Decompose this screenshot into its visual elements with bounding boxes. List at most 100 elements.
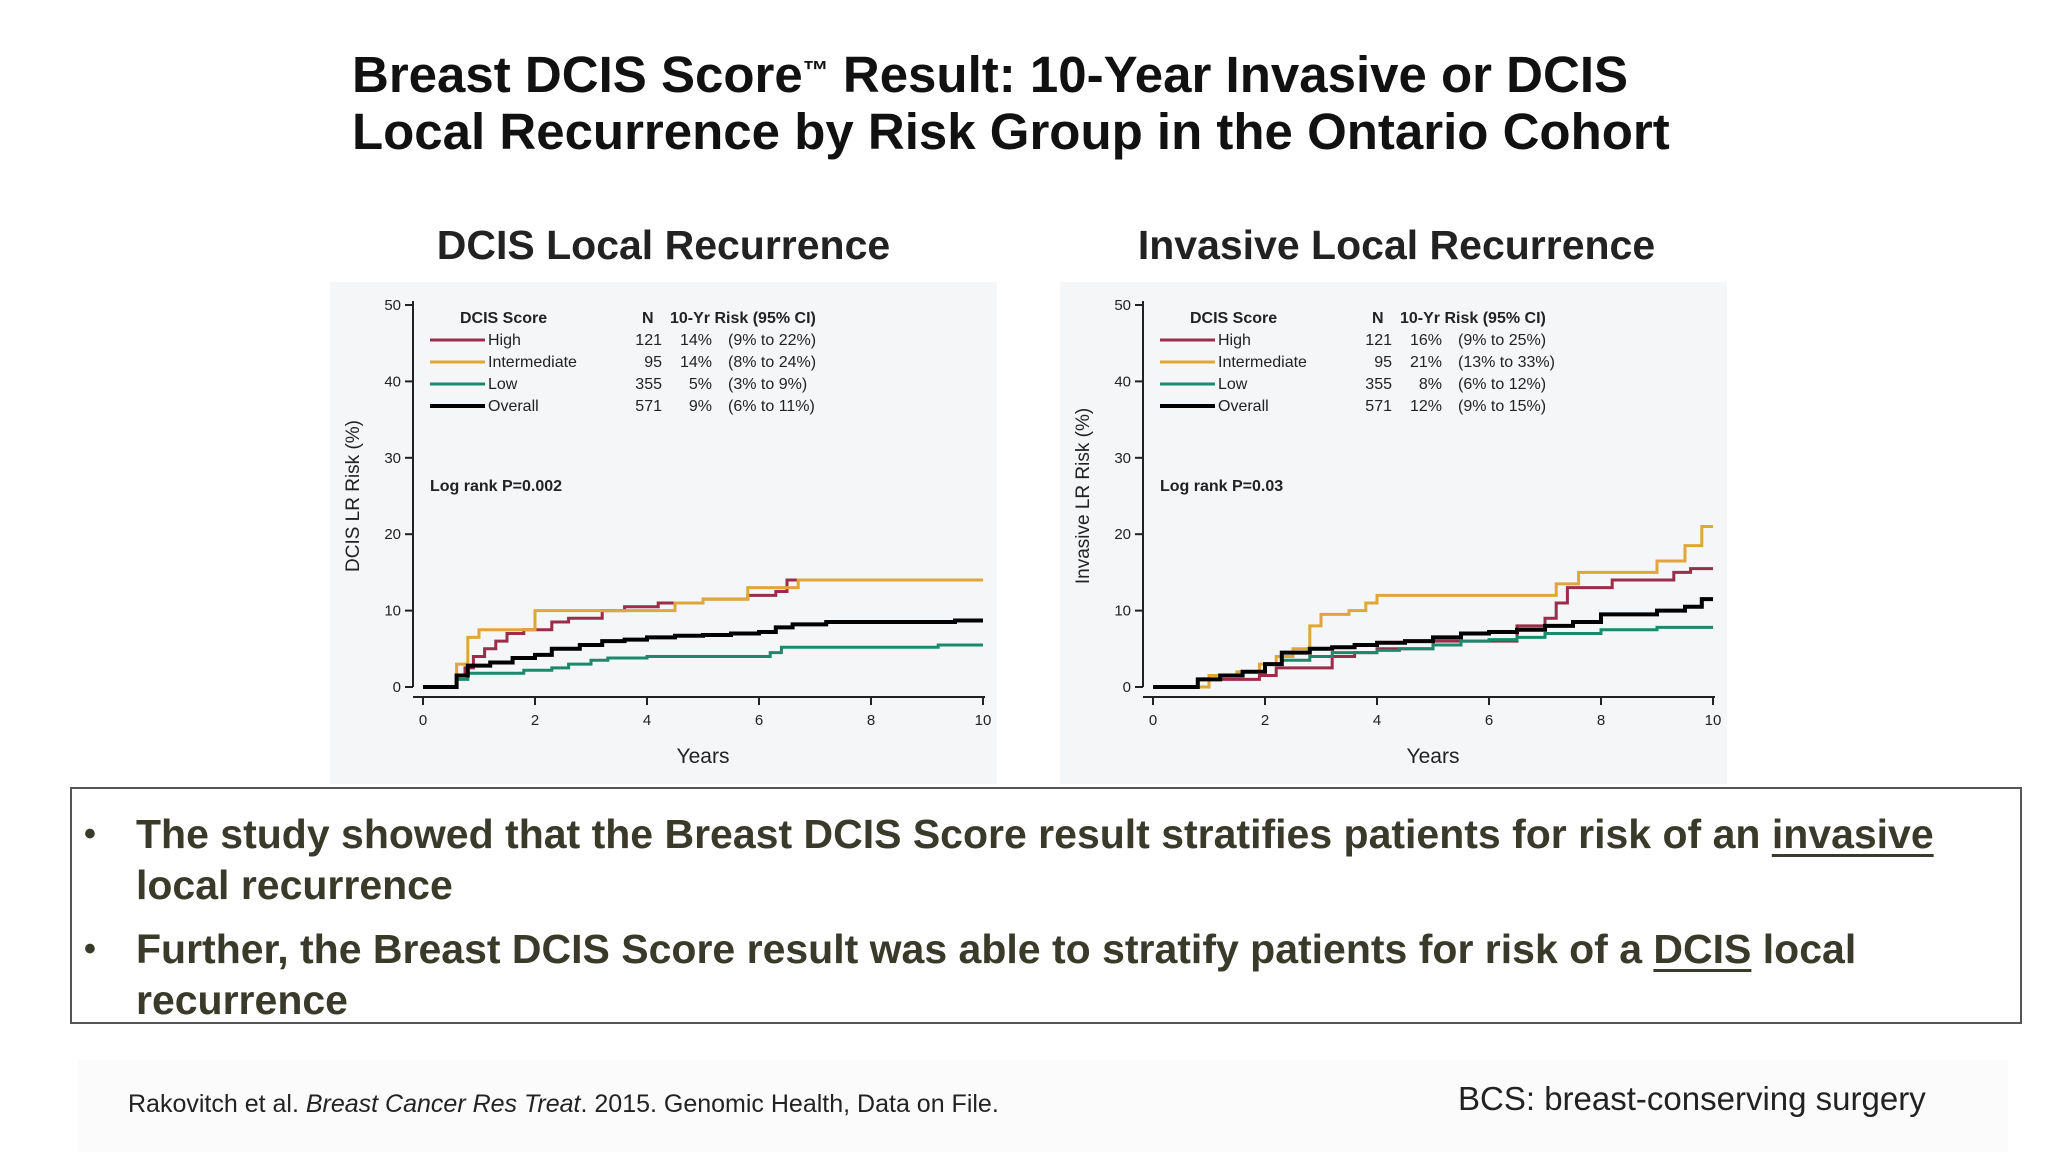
slide-title: Breast DCIS Score™ Result: 10-Year Invas… bbox=[352, 46, 1852, 160]
legend-label: Intermediate bbox=[1218, 354, 1307, 371]
y-tick-label: 0 bbox=[393, 679, 401, 696]
legend-ci: (3% to 9%) bbox=[728, 376, 807, 393]
legend-n: 571 bbox=[1365, 398, 1392, 415]
legend-n: 121 bbox=[1365, 332, 1392, 349]
bullet-item-2: • Further, the Breast DCIS Score result … bbox=[84, 924, 2016, 1026]
y-tick-label: 30 bbox=[1114, 450, 1131, 467]
legend-risk: 14% bbox=[680, 354, 712, 371]
series-line-intermediate bbox=[423, 578, 983, 689]
series-line-intermediate bbox=[1153, 525, 1713, 689]
legend-n: 571 bbox=[635, 398, 662, 415]
legend-header-n: N bbox=[1372, 310, 1384, 327]
series-line-overall bbox=[423, 618, 983, 689]
legend-n: 95 bbox=[644, 354, 662, 371]
x-tick-label: 10 bbox=[1705, 712, 1722, 729]
x-tick-label: 10 bbox=[975, 712, 992, 729]
legend-label: Low bbox=[488, 376, 518, 393]
y-tick-label: 10 bbox=[384, 603, 401, 620]
bullet-dot: • bbox=[84, 930, 96, 968]
x-tick-label: 6 bbox=[1485, 712, 1493, 729]
x-tick-label: 0 bbox=[419, 712, 427, 729]
y-tick-label: 20 bbox=[384, 526, 401, 543]
bullet-text: Further, the Breast DCIS Score result wa… bbox=[136, 926, 1654, 972]
legend-label: High bbox=[488, 332, 521, 349]
legend-header-risk: 10-Yr Risk (95% CI) bbox=[670, 310, 816, 327]
y-axis-label: DCIS LR Risk (%) bbox=[343, 420, 364, 572]
legend-ci: (9% to 22%) bbox=[728, 332, 816, 349]
legend-risk: 14% bbox=[680, 332, 712, 349]
chart-title-invasive: Invasive Local Recurrence bbox=[1137, 222, 1656, 268]
trademark-symbol: ™ bbox=[802, 55, 829, 85]
x-axis-label: Years bbox=[1407, 745, 1460, 768]
footer-background bbox=[78, 1060, 2008, 1152]
citation-rest: . 2015. Genomic Health, Data on File. bbox=[580, 1090, 999, 1118]
y-tick-label: 0 bbox=[1123, 679, 1131, 696]
chart-dcis-local-recurrence: 0 10 20 30 40 50 0 2 4 6 8 10 Years DCIS LR Risk (%) D… bbox=[343, 297, 992, 768]
legend-risk: 5% bbox=[689, 376, 712, 393]
legend-risk: 12% bbox=[1410, 398, 1442, 415]
citation-journal: Breast Cancer Res Treat bbox=[305, 1090, 581, 1118]
bullet-underline-text: DCIS bbox=[1653, 926, 1752, 972]
key-findings-box: • The study showed that the Breast DCIS … bbox=[70, 787, 2022, 1024]
legend-n: 95 bbox=[1374, 354, 1392, 371]
y-tick-label: 10 bbox=[1114, 603, 1131, 620]
y-tick-label: 50 bbox=[1114, 297, 1131, 314]
x-tick-label: 0 bbox=[1149, 712, 1157, 729]
citation-authors: Rakovitch et al. bbox=[128, 1090, 306, 1118]
y-axis-label: Invasive LR Risk (%) bbox=[1073, 408, 1094, 584]
x-tick-label: 2 bbox=[1261, 712, 1269, 729]
legend-header-n: N bbox=[642, 310, 654, 327]
x-tick-label: 4 bbox=[1373, 712, 1381, 729]
bullet-text: local recurrence bbox=[136, 926, 1857, 1023]
y-tick-label: 40 bbox=[1114, 373, 1131, 390]
bullet-text: local recurrence bbox=[136, 862, 453, 908]
legend-header-risk: 10-Yr Risk (95% CI) bbox=[1400, 310, 1546, 327]
legend-header-score: DCIS Score bbox=[460, 310, 547, 327]
x-tick-label: 8 bbox=[867, 712, 875, 729]
chart-panel-invasive: 0 10 20 30 40 50 0 2 4 6 8 10 Years Invasive LR Risk … bbox=[1060, 282, 1727, 784]
x-tick-label: 6 bbox=[755, 712, 763, 729]
legend-label: Intermediate bbox=[488, 354, 577, 371]
legend-n: 355 bbox=[635, 376, 662, 393]
legend-risk: 9% bbox=[689, 398, 712, 415]
abbreviation-note: BCS: breast-conserving surgery bbox=[1458, 1080, 1926, 1117]
legend-label: High bbox=[1218, 332, 1251, 349]
legend-label: Overall bbox=[1218, 398, 1269, 415]
series-line-high bbox=[1153, 567, 1713, 689]
citation: Rakovitch et al. Breast Cancer Res Treat… bbox=[128, 1090, 999, 1119]
bullet-underline-text: invasive bbox=[1771, 811, 1934, 857]
legend-ci: (9% to 25%) bbox=[1458, 332, 1546, 349]
log-rank-annotation: Log rank P=0.03 bbox=[1160, 478, 1283, 495]
legend-ci: (6% to 11%) bbox=[728, 398, 815, 415]
legend-label: Overall bbox=[488, 398, 539, 415]
title-text-b: Result: 10-Year Invasive or DCIS bbox=[828, 46, 1629, 103]
bullet-item-1: • The study showed that the Breast DCIS … bbox=[84, 809, 2016, 911]
y-tick-label: 20 bbox=[1114, 526, 1131, 543]
legend-label: Low bbox=[1218, 376, 1248, 393]
chart-title-dcis: DCIS Local Recurrence bbox=[436, 222, 891, 268]
title-text-a: Breast DCIS Score bbox=[352, 46, 803, 103]
x-tick-label: 8 bbox=[1597, 712, 1605, 729]
slide-title-line-2: Local Recurrence by Risk Group in the On… bbox=[352, 103, 1670, 160]
legend-header-score: DCIS Score bbox=[1190, 310, 1277, 327]
y-tick-label: 30 bbox=[384, 450, 401, 467]
y-tick-label: 40 bbox=[384, 373, 401, 390]
bullet-dot: • bbox=[84, 815, 96, 853]
legend-risk: 8% bbox=[1419, 376, 1442, 393]
chart-invasive-local-recurrence: 0 10 20 30 40 50 0 2 4 6 8 10 Years Invasive LR Risk … bbox=[1073, 297, 1722, 768]
legend-ci: (13% to 33%) bbox=[1458, 354, 1555, 371]
slide-title-line-1: Breast DCIS Score™ Result: 10-Year Invas… bbox=[352, 46, 1852, 103]
series-line-low bbox=[423, 643, 983, 689]
legend-n: 121 bbox=[635, 332, 662, 349]
y-tick-label: 50 bbox=[384, 297, 401, 314]
legend-risk: 16% bbox=[1410, 332, 1442, 349]
legend-ci: (9% to 15%) bbox=[1458, 398, 1546, 415]
legend-ci: (6% to 12%) bbox=[1458, 376, 1546, 393]
legend-n: 355 bbox=[1365, 376, 1392, 393]
log-rank-annotation: Log rank P=0.002 bbox=[430, 478, 562, 495]
x-axis-label: Years bbox=[677, 745, 730, 768]
legend-risk: 21% bbox=[1410, 354, 1442, 371]
chart-panel-dcis: 0 10 20 30 40 50 0 2 4 6 8 10 Years DCIS LR Risk (%) D… bbox=[330, 282, 997, 784]
x-tick-label: 4 bbox=[643, 712, 651, 729]
series-line-overall bbox=[1153, 597, 1713, 689]
